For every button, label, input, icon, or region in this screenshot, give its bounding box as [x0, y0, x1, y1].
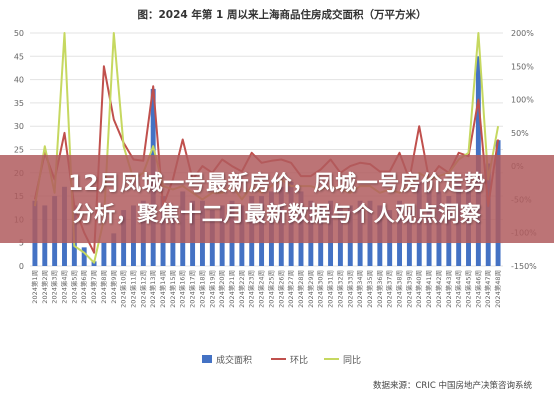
x-tick-label: 2024第37周: [385, 270, 394, 308]
right-tick-label: -150%: [511, 262, 537, 271]
x-tick-label: 2024第47周: [483, 270, 492, 308]
x-tick-label: 2024第5周: [69, 270, 78, 304]
legend-label-mom: 环比: [290, 354, 308, 366]
right-tick-label: 200%: [511, 29, 534, 38]
left-tick-label: 40: [14, 76, 24, 85]
right-tick-label: 100%: [511, 96, 534, 105]
source-note: 数据来源：CRIC 中国房地产决策咨询系统: [373, 380, 532, 391]
x-tick-label: 2024第14周: [158, 270, 167, 308]
bar: [81, 247, 87, 266]
x-tick-label: 2024第31周: [326, 270, 335, 308]
x-tick-label: 2024第40周: [414, 270, 423, 308]
bar: [101, 242, 107, 266]
x-tick-label: 2024第19周: [207, 270, 216, 308]
x-tick-label: 2024第3周: [50, 270, 59, 304]
x-tick-label: 2024第36周: [375, 270, 384, 308]
x-tick-label: 2024第28周: [296, 270, 305, 308]
x-tick-label: 2024第7周: [89, 270, 98, 304]
x-tick-label: 2024第45周: [464, 270, 473, 308]
x-tick-label: 2024第4周: [59, 270, 68, 304]
x-tick-label: 2024第10周: [119, 270, 128, 308]
x-tick-label: 2024第32周: [335, 270, 344, 308]
x-tick-label: 2024第41周: [424, 270, 433, 308]
x-tick-label: 2024第33周: [345, 270, 354, 308]
left-tick-label: 30: [14, 122, 24, 131]
x-tick-label: 2024第6周: [79, 270, 88, 304]
legend-label-yoy: 同比: [343, 354, 361, 366]
x-axis: 2024第1周 2024第2周 2024第3周 2024第4周 2024第5周 2024第…: [30, 270, 502, 308]
left-tick-label: 35: [14, 99, 24, 108]
x-tick-label: 2024第17周: [188, 270, 197, 308]
x-tick-label: 2024第15周: [168, 270, 177, 308]
x-tick-label: 2024第1周: [30, 270, 39, 304]
headline-banner: 12月凤城一号最新房价，凤城一号房价走势 分析，聚焦十二月最新数据与个人观点洞察: [0, 155, 554, 243]
x-tick-label: 2024第8周: [99, 270, 108, 304]
x-tick-label: 2024第24周: [257, 270, 266, 308]
legend-label-area: 成交面积: [216, 354, 252, 366]
x-tick-label: 2024第35周: [365, 270, 374, 308]
x-tick-label: 2024第11周: [128, 270, 137, 308]
x-tick-label: 2024第30周: [316, 270, 325, 308]
x-tick-label: 2024第48周: [493, 270, 502, 308]
x-tick-label: 2024第21周: [227, 270, 236, 308]
bar: [111, 233, 117, 266]
x-tick-label: 2024第18周: [197, 270, 206, 308]
left-tick-label: 0: [19, 262, 24, 271]
x-tick-label: 2024第9周: [109, 270, 118, 304]
x-tick-label: 2024第29周: [306, 270, 315, 308]
x-tick-label: 2024第26周: [276, 270, 285, 308]
x-tick-label: 2024第2周: [40, 270, 49, 304]
x-tick-label: 2024第42周: [434, 270, 443, 308]
legend-swatch-area: [202, 355, 212, 363]
x-tick-label: 2024第20周: [217, 270, 226, 308]
x-tick-label: 2024第16周: [178, 270, 187, 308]
right-tick-label: 150%: [511, 62, 534, 71]
headline-line-2: 分析，聚焦十二月最新数据与个人观点洞察: [72, 202, 482, 226]
chart-title: 图：2024 年第 1 周以来上海商品住房成交面积（万平方米）: [138, 8, 427, 21]
left-tick-label: 50: [14, 29, 24, 38]
left-tick-label: 5: [19, 239, 24, 248]
x-tick-label: 2024第27周: [286, 270, 295, 308]
x-tick-label: 2024第25周: [266, 270, 275, 308]
x-tick-label: 2024第13周: [148, 270, 157, 308]
left-tick-label: 45: [14, 52, 24, 61]
x-tick-label: 2024第38周: [395, 270, 404, 308]
x-tick-label: 2024第46周: [473, 270, 482, 308]
right-tick-label: 50%: [511, 129, 529, 138]
x-tick-label: 2024第39周: [404, 270, 413, 308]
headline-line-1: 12月凤城一号最新房价，凤城一号房价走势: [68, 171, 486, 195]
x-tick-label: 2024第23周: [247, 270, 256, 308]
x-tick-label: 2024第12周: [138, 270, 147, 308]
legend: 成交面积 环比 同比: [202, 354, 361, 366]
left-tick-label: 25: [14, 146, 24, 155]
x-tick-label: 2024第22周: [237, 270, 246, 308]
x-tick-label: 2024第34周: [355, 270, 364, 308]
x-tick-label: 2024第44周: [454, 270, 463, 308]
x-tick-label: 2024第43周: [444, 270, 453, 308]
